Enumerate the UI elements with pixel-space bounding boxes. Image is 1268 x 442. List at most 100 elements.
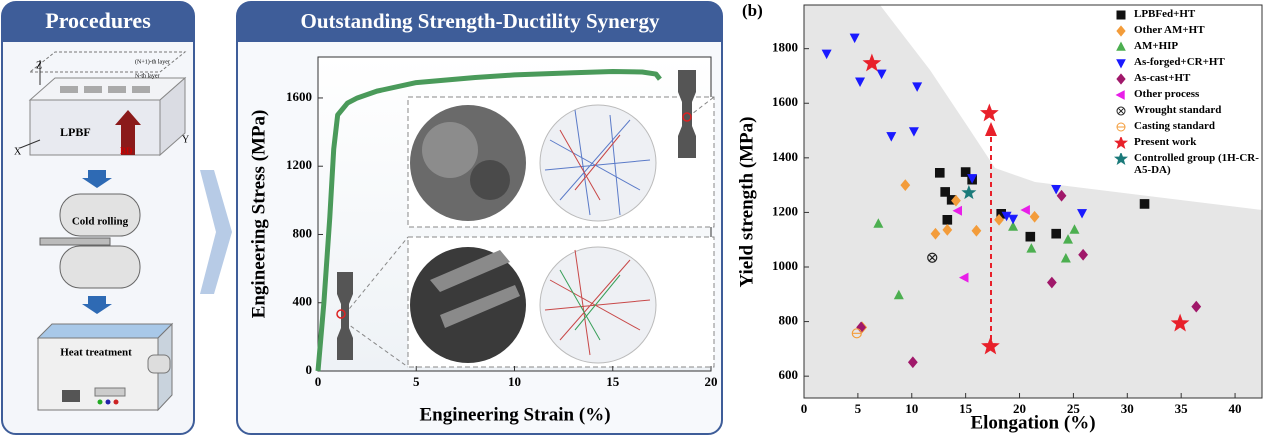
- y-axis-label: Engineering Stress (MPa): [248, 110, 269, 319]
- data-point: [900, 179, 911, 191]
- legend-swatch: [1116, 10, 1126, 20]
- x-tick-label: 35: [1175, 401, 1189, 416]
- lpbf-sketch: [19, 51, 187, 157]
- legend-entry: Controlled group (1H-CR-A5-DA): [1114, 152, 1264, 176]
- data-point: [821, 49, 832, 60]
- data-point: [1069, 224, 1080, 234]
- x-tick-label: 10: [905, 401, 918, 416]
- micrograph-insets: [344, 96, 715, 368]
- legend-swatch: [1116, 25, 1126, 37]
- flow-arrow: [82, 296, 112, 314]
- x-tick-label: 15: [959, 401, 973, 416]
- y-tick-label: 800: [293, 225, 313, 240]
- x-axis-label: Engineering Strain (%): [419, 404, 610, 425]
- y-tick-label: 1400: [772, 149, 798, 164]
- y-tick-label: 400: [293, 294, 313, 309]
- x-tick-label: 20: [1013, 401, 1026, 416]
- legend-entry: Other process: [1114, 88, 1264, 101]
- panel-title: Procedures: [45, 8, 151, 33]
- panel-title: Outstanding Strength-Ductility Synergy: [301, 9, 660, 33]
- legend-entry: Wrought standard: [1114, 104, 1264, 117]
- y-tick-label: 1000: [772, 258, 798, 273]
- data-point: [958, 272, 969, 283]
- data-point: [1170, 313, 1190, 332]
- legend-label: Wrought standard: [1134, 104, 1222, 116]
- data-point: [1139, 199, 1150, 209]
- x-axis-label: Elongation (%): [970, 412, 1095, 433]
- y-tick-label: 1800: [772, 40, 798, 55]
- data-point: [942, 214, 953, 225]
- legend-entry: Present work: [1114, 136, 1264, 149]
- x-tick-label: 0: [315, 374, 322, 389]
- guide-arrowhead: [985, 122, 997, 136]
- y-tick-label: 1600: [286, 89, 312, 104]
- data-point: [981, 336, 1000, 355]
- legend-swatch: [1116, 122, 1126, 132]
- data-point: [893, 289, 904, 300]
- bd-label: BD: [120, 146, 133, 156]
- data-point: [876, 69, 887, 80]
- x-tick-label: 40: [1229, 401, 1242, 416]
- legend-entry: As-cast+HT: [1114, 72, 1264, 85]
- legend-entry: AM+HIP: [1114, 40, 1264, 53]
- data-point: [873, 218, 884, 228]
- data-point: [907, 356, 918, 369]
- data-point: [951, 194, 961, 207]
- data-point: [1063, 234, 1074, 244]
- legend-label: As-cast+HT: [1134, 72, 1191, 84]
- panel-header: [2, 2, 194, 42]
- shaded-region: [804, 5, 1262, 398]
- y-tick-label: 1200: [772, 203, 798, 218]
- legend-entry: Casting standard: [1114, 120, 1264, 133]
- specimen-icon: [678, 70, 696, 158]
- data-point: [851, 328, 862, 339]
- data-point: [1051, 185, 1062, 195]
- legend-label: Casting standard: [1134, 120, 1215, 132]
- data-point: [1078, 248, 1089, 261]
- y-axis-label: Yield strength (MPa): [736, 117, 757, 288]
- data-point: [862, 53, 882, 72]
- data-point: [927, 252, 938, 263]
- legend-marker: [1116, 106, 1126, 116]
- data-point: [1001, 211, 1012, 222]
- legend-entry: Other AM+HT: [1114, 24, 1264, 37]
- layer-label: N-th layer: [135, 73, 160, 79]
- data-point: [1046, 276, 1057, 289]
- legend-marker: [1116, 25, 1126, 37]
- legend-marker: [1114, 137, 1128, 149]
- data-point: [1191, 300, 1202, 313]
- legend-swatch: [1115, 90, 1125, 100]
- data-point: [930, 227, 941, 240]
- data-point: [849, 33, 860, 44]
- specimen-marker: [336, 309, 346, 319]
- legend-label: As-forged+CR+HT: [1134, 56, 1225, 68]
- data-point: [886, 132, 897, 142]
- data-point: [1051, 228, 1061, 239]
- x-tick-label: 20: [705, 374, 718, 389]
- data-point: [961, 184, 977, 200]
- legend-marker: [1116, 73, 1126, 85]
- x-tick-label: 0: [801, 401, 808, 416]
- legend-entry: LPBFed+HT: [1114, 8, 1264, 21]
- data-point: [994, 213, 1004, 226]
- axis-y-label: Y: [182, 134, 189, 145]
- data-point: [1060, 252, 1071, 263]
- data-point: [934, 168, 945, 178]
- data-point: [912, 82, 923, 92]
- transition-arrow: [200, 170, 232, 294]
- x-tick-label: 15: [606, 374, 620, 389]
- x-tick-label: 30: [1121, 401, 1134, 416]
- data-point: [967, 174, 978, 184]
- legend-swatch: [1116, 106, 1126, 116]
- data-point: [979, 103, 999, 122]
- data-point: [952, 205, 963, 216]
- data-point: [1025, 231, 1036, 242]
- step-label: Cold rolling: [72, 216, 129, 228]
- legend-marker: [1116, 59, 1126, 69]
- data-point: [908, 127, 919, 137]
- data-point: [1029, 210, 1040, 223]
- data-point: [1020, 204, 1030, 215]
- data-point: [1008, 214, 1019, 225]
- legend-swatch: [1116, 41, 1126, 51]
- axis-x-label: X: [14, 146, 22, 157]
